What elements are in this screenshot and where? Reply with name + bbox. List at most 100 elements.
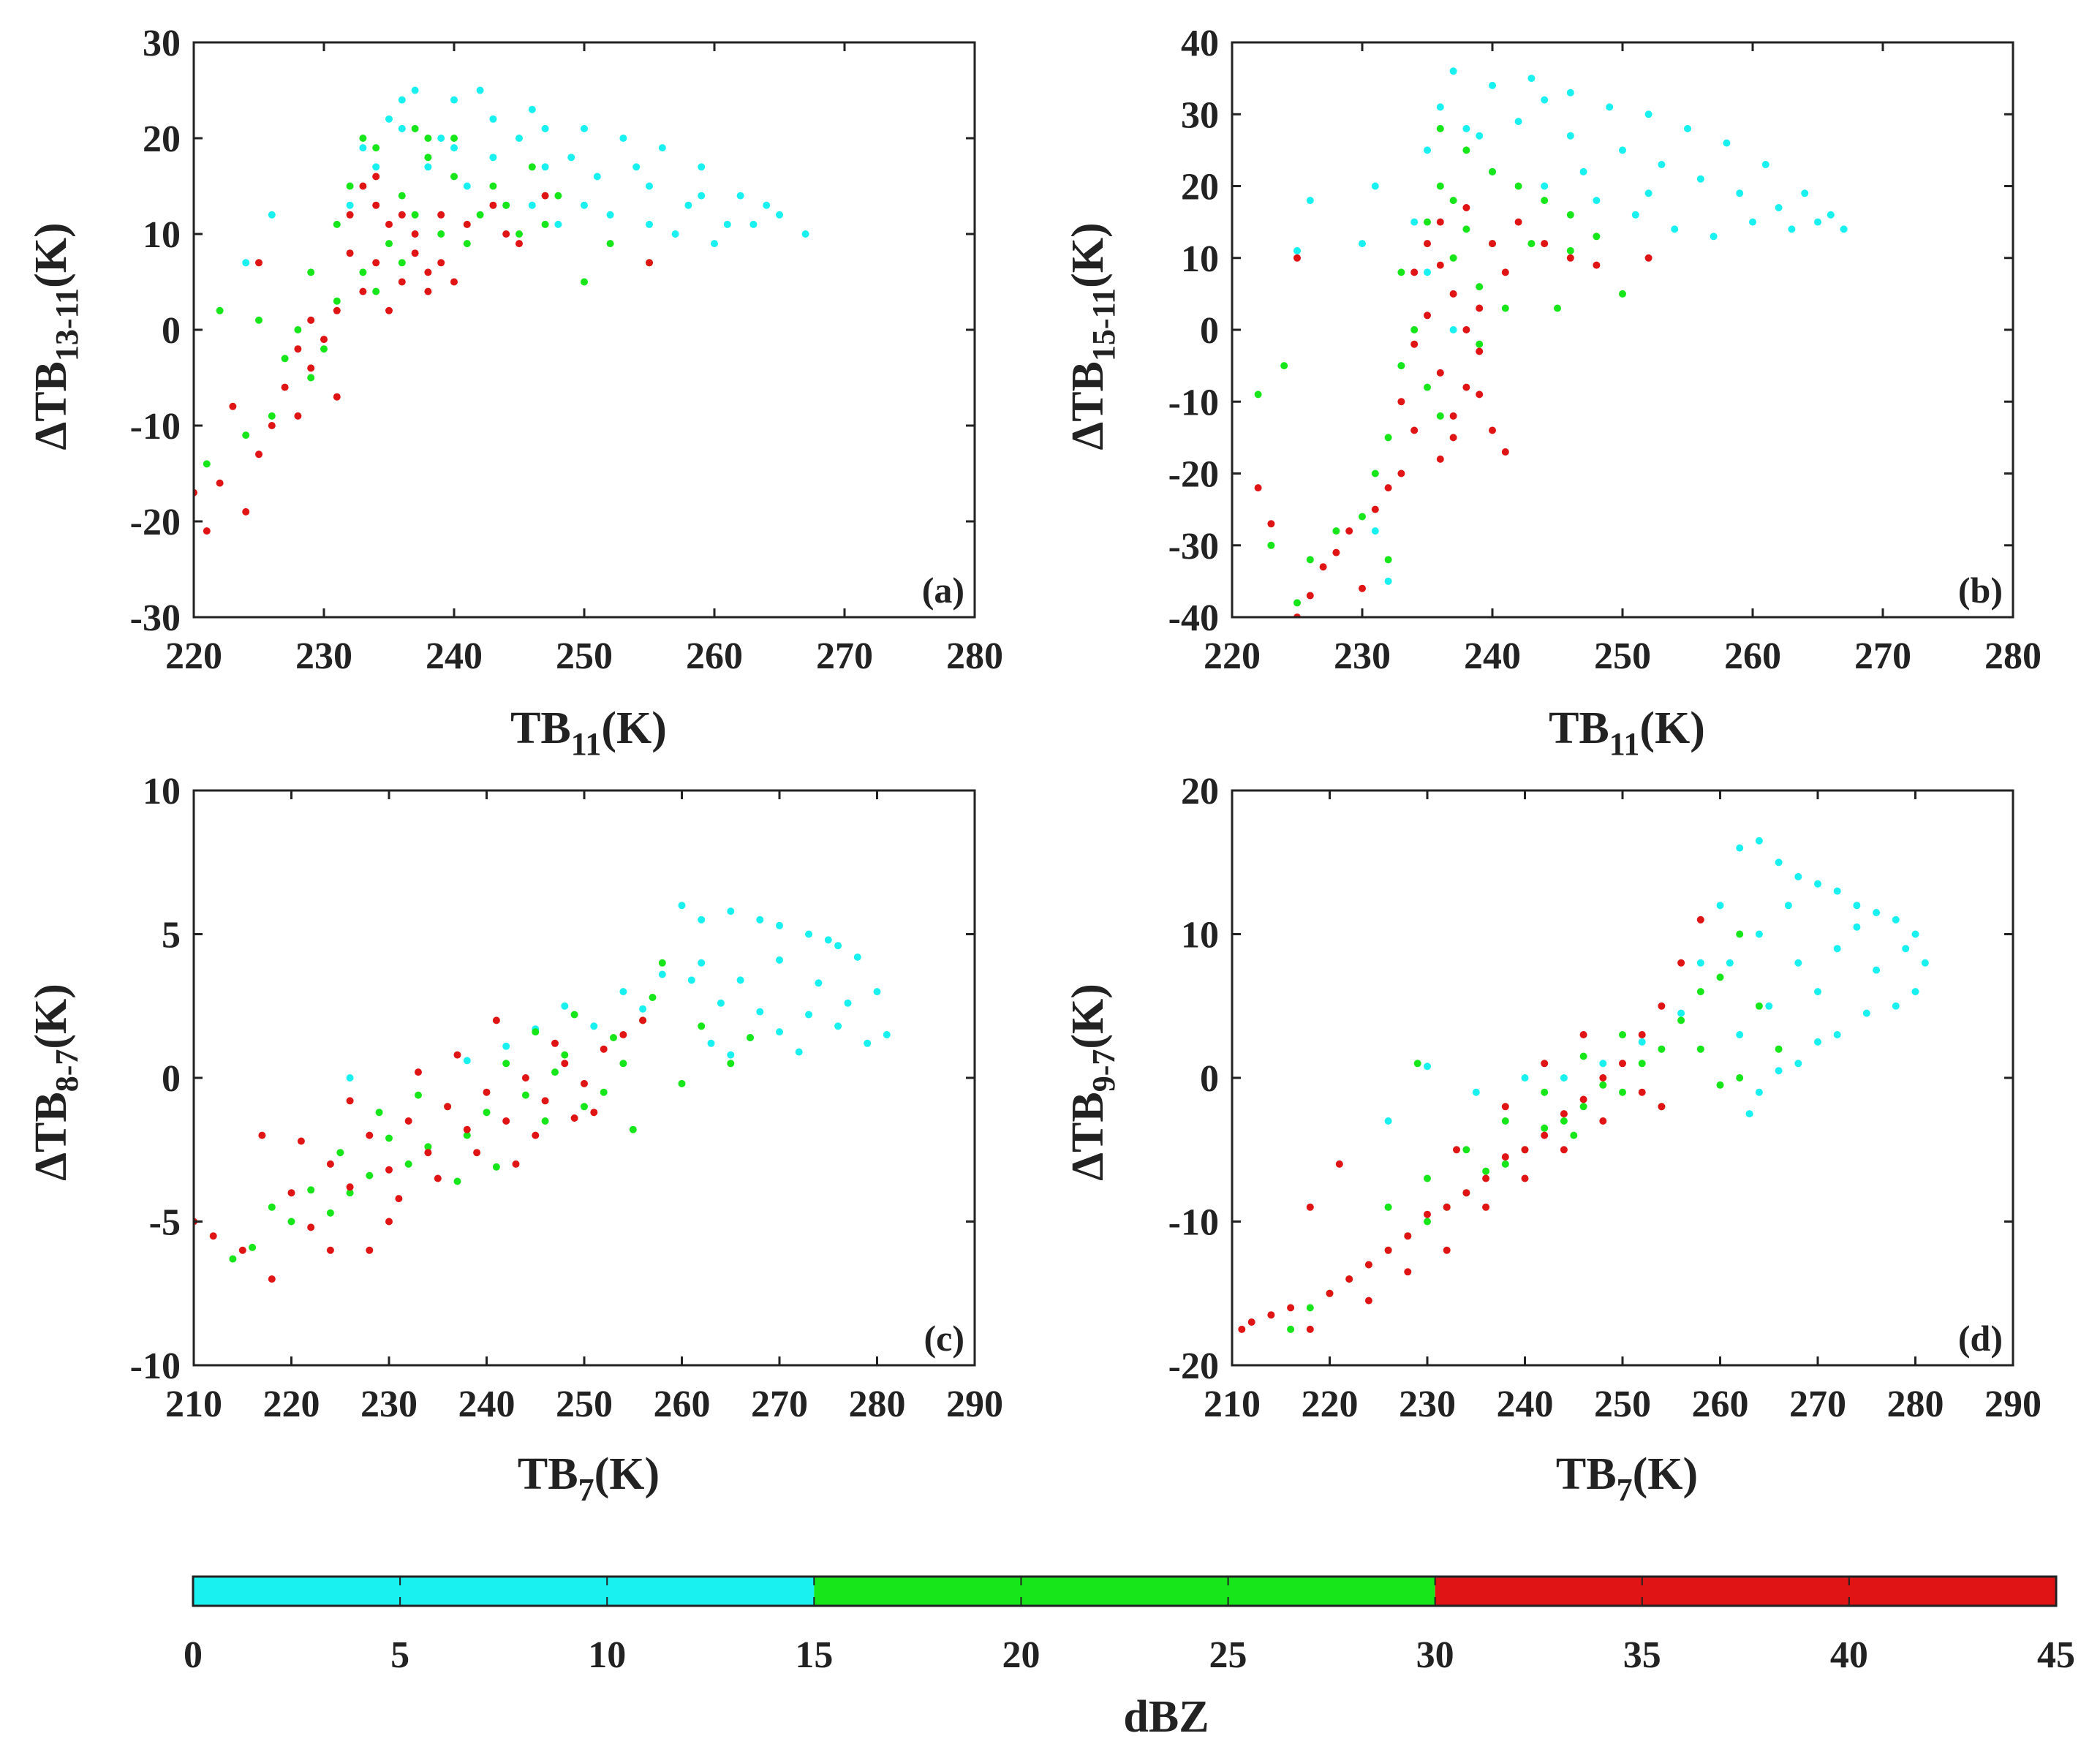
panel-a-ytick-label: -30 xyxy=(130,597,181,639)
panel-c-point-series-1 xyxy=(521,1091,529,1099)
panel-c-point-series-1 xyxy=(336,1149,344,1157)
panel-d-point-series-2 xyxy=(1404,1232,1412,1240)
panel-c-point-series-0 xyxy=(834,1022,842,1030)
panel-a-point-series-1 xyxy=(437,230,445,238)
panel-c-point-series-1 xyxy=(561,1051,569,1059)
panel-b-point-series-2 xyxy=(1501,448,1509,456)
panel-c-xtick-label: 220 xyxy=(263,1384,320,1425)
panel-a-point-series-1 xyxy=(450,173,458,181)
panel-a-point-series-1 xyxy=(476,211,484,219)
panel-c-xtick-label: 230 xyxy=(360,1384,418,1425)
panel-d-point-series-2 xyxy=(1404,1268,1412,1276)
panel-c-point-series-2 xyxy=(483,1088,491,1096)
panel-a-point-series-0 xyxy=(646,182,653,190)
panel-b-xtick-label: 250 xyxy=(1594,635,1651,677)
panel-d-point-series-2 xyxy=(1658,1103,1666,1111)
panel-c-point-series-2 xyxy=(453,1051,461,1059)
panel-d-point-series-0 xyxy=(1775,858,1783,867)
panel-d-point-series-1 xyxy=(1579,1103,1587,1111)
panel-c-point-series-1 xyxy=(229,1255,237,1263)
panel-a-point-series-0 xyxy=(489,154,497,162)
panel-c-xtick-label: 210 xyxy=(165,1384,222,1425)
panel-c-point-series-1 xyxy=(658,959,666,967)
panel-a-point-series-1 xyxy=(359,268,367,276)
panel-a-point-series-2 xyxy=(320,336,328,344)
panel-d-point-series-1 xyxy=(1424,1174,1431,1182)
colorbar-tick-label: 5 xyxy=(390,1634,409,1676)
panel-a-point-series-1 xyxy=(502,201,510,209)
panel-b-point-series-0 xyxy=(1696,175,1704,183)
panel-a-point-series-1 xyxy=(541,220,549,228)
panel-a-point-series-1 xyxy=(307,374,315,382)
panel-d-point-series-1 xyxy=(1501,1117,1509,1125)
panel-b-point-series-2 xyxy=(1514,218,1522,226)
panel-c-point-series-2 xyxy=(619,1031,627,1038)
panel-d-point-series-2 xyxy=(1364,1297,1372,1305)
panel-a-points xyxy=(194,86,809,535)
panel-a-point-series-2 xyxy=(229,402,237,410)
panel-b-point-series-2 xyxy=(1306,592,1314,600)
panel-c-point-series-0 xyxy=(619,988,627,996)
panel-c-point-series-0 xyxy=(687,976,695,984)
panel-d-point-series-2 xyxy=(1619,1060,1626,1068)
panel-c-point-series-0 xyxy=(463,1057,471,1065)
panel-c-xtick-label: 260 xyxy=(654,1384,711,1425)
panel-d-point-series-2 xyxy=(1501,1103,1509,1111)
panel-b-point-series-0 xyxy=(1801,189,1809,197)
panel-a-point-series-0 xyxy=(450,96,458,104)
panel-d-point-series-2 xyxy=(1335,1160,1343,1168)
panel-c-point-series-1 xyxy=(532,1028,540,1036)
panel-b-point-series-2 xyxy=(1541,240,1549,248)
panel-c-point-series-0 xyxy=(639,1005,647,1013)
panel-c-points xyxy=(194,902,891,1283)
panel-b-point-series-0 xyxy=(1684,124,1691,132)
panel-b-point-series-1 xyxy=(1449,197,1457,205)
panel-b-xtick-label: 260 xyxy=(1724,635,1781,677)
panel-c-point-series-1 xyxy=(581,1103,588,1111)
panel-b-point-series-1 xyxy=(1476,340,1484,348)
panel-c-point-series-0 xyxy=(853,953,861,961)
panel-b-point-series-2 xyxy=(1462,326,1470,333)
panel-c-point-series-0 xyxy=(756,1008,764,1016)
panel-b-point-series-1 xyxy=(1501,304,1509,312)
panel-b-point-series-2 xyxy=(1397,398,1405,406)
panel-d-point-series-1 xyxy=(1696,988,1704,996)
panel-c-point-series-2 xyxy=(551,1039,559,1047)
panel-c-point-series-2 xyxy=(532,1131,540,1139)
panel-c-point-series-2 xyxy=(385,1218,393,1226)
panel-b-point-series-0 xyxy=(1840,225,1848,233)
panel-a-point-series-2 xyxy=(385,306,393,314)
panel-a-point-series-0 xyxy=(385,115,393,123)
panel-a-point-series-2 xyxy=(489,201,497,209)
panel-b-xtick-label: 270 xyxy=(1854,635,1911,677)
panel-c-point-series-1 xyxy=(463,1131,471,1139)
panel-a-point-series-2 xyxy=(372,173,380,181)
panel-a-point-series-1 xyxy=(372,144,380,152)
panel-d-point-series-0 xyxy=(1696,959,1704,967)
panel-b-point-series-2 xyxy=(1359,584,1366,592)
panel-b-point-series-2 xyxy=(1489,426,1496,434)
panel-b-point-series-1 xyxy=(1476,283,1484,291)
panel-b-point-series-0 xyxy=(1424,268,1431,276)
panel-c-point-series-2 xyxy=(492,1016,500,1024)
panel-b-point-series-1 xyxy=(1410,326,1419,333)
panel-a-point-series-1 xyxy=(411,211,419,219)
panel-b-point-series-2 xyxy=(1449,290,1457,298)
panel-b-point-series-1 xyxy=(1619,290,1626,298)
panel-b-point-series-0 xyxy=(1476,132,1484,140)
panel-a-point-series-0 xyxy=(711,240,718,248)
panel-b-point-series-2 xyxy=(1254,484,1262,492)
panel-d-point-series-2 xyxy=(1677,959,1685,967)
panel-a-point-series-2 xyxy=(255,450,262,458)
panel-c-xlabel: TB7(K) xyxy=(518,1449,660,1508)
panel-c-point-series-2 xyxy=(346,1183,354,1191)
panel-b-point-series-0 xyxy=(1644,189,1653,197)
panel-d-ytick-label: 10 xyxy=(1181,915,1219,956)
panel-a-point-series-2 xyxy=(216,479,224,487)
panel-c-point-series-1 xyxy=(483,1109,491,1117)
panel-d-point-series-1 xyxy=(1736,1074,1744,1082)
panel-c-point-series-0 xyxy=(844,999,852,1007)
panel-d-point-series-2 xyxy=(1238,1325,1246,1333)
panel-c-point-series-0 xyxy=(658,970,666,978)
panel-a-point-series-2 xyxy=(515,240,523,248)
